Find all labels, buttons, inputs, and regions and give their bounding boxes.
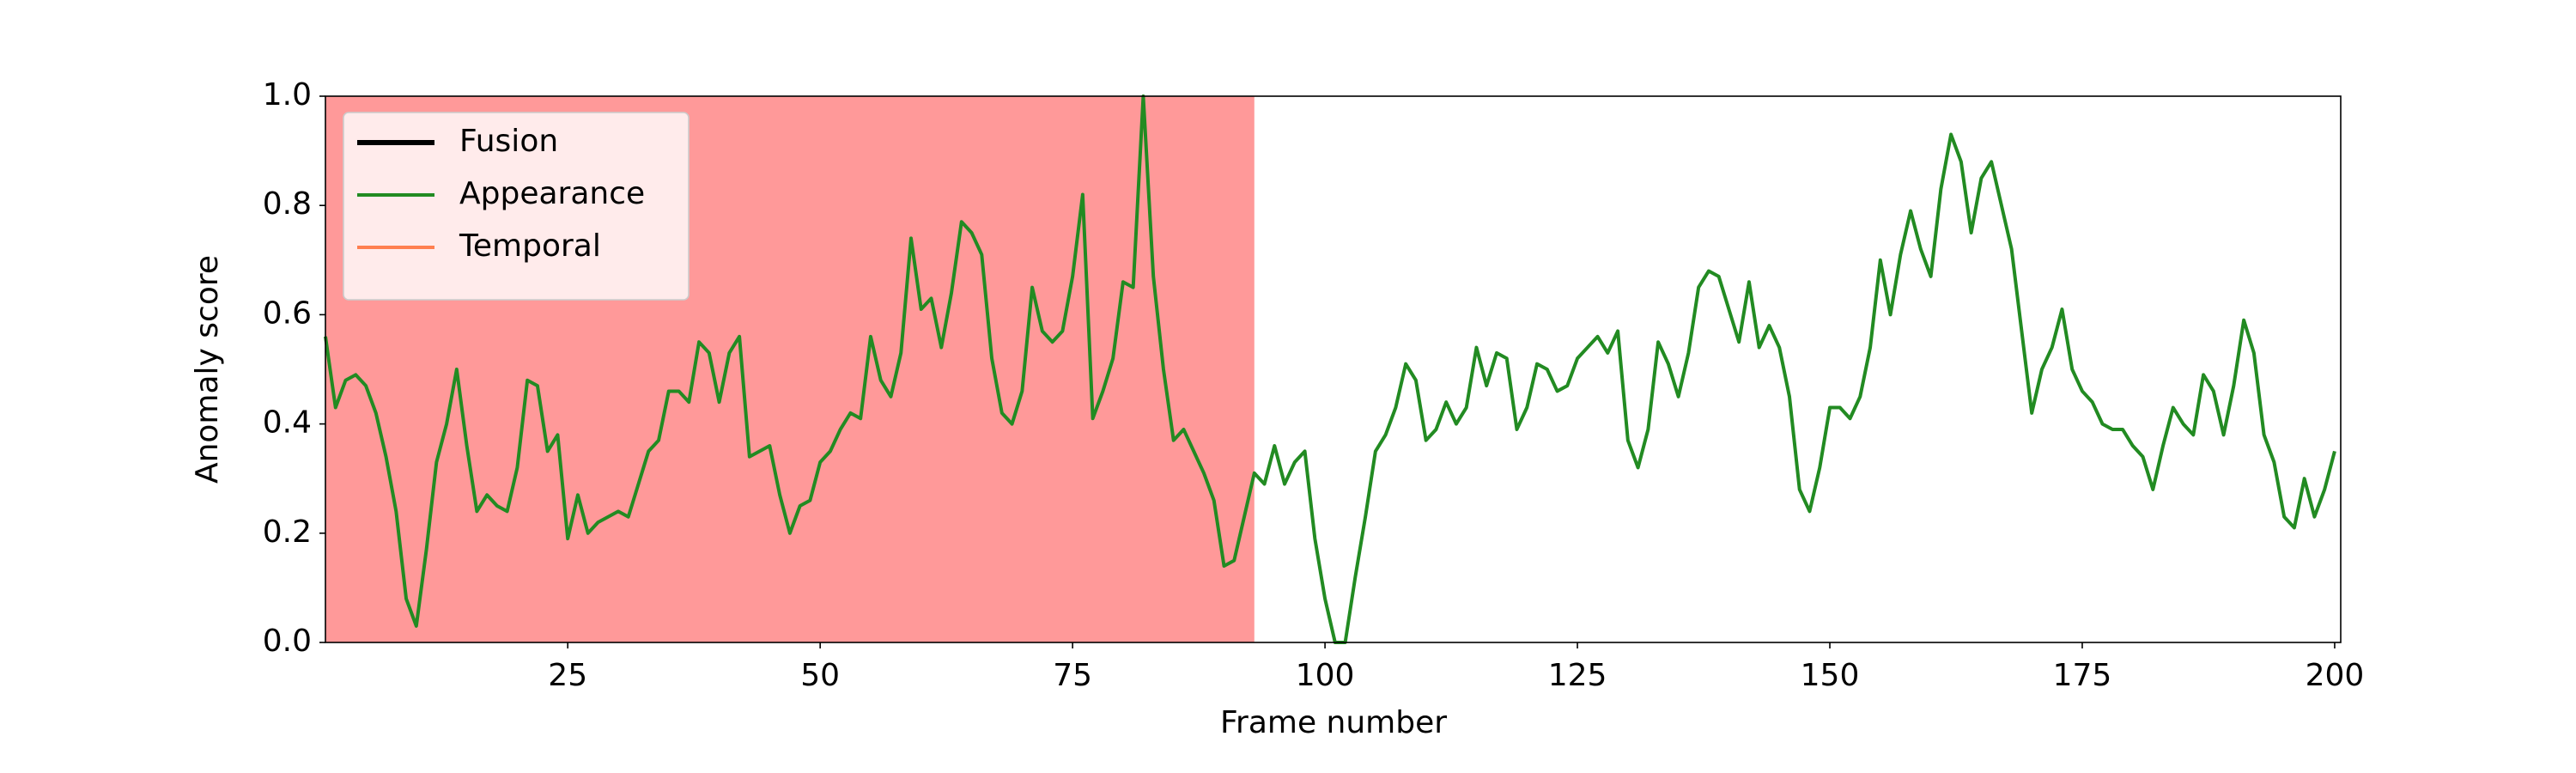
series-line bbox=[324, 94, 2336, 644]
legend-box bbox=[343, 112, 690, 301]
y-tick-label: 0.8 bbox=[263, 186, 312, 222]
y-tick-label: 0.0 bbox=[263, 624, 312, 659]
x-tick-label: 50 bbox=[800, 658, 840, 693]
x-tick-label: 25 bbox=[548, 658, 587, 693]
x-tick-label: 125 bbox=[1548, 658, 1607, 693]
legend-label: Appearance bbox=[459, 176, 645, 211]
y-tick-label: 1.0 bbox=[263, 77, 312, 113]
x-axis-label: Frame number bbox=[1220, 705, 1447, 740]
x-tick-label: 175 bbox=[2053, 658, 2112, 693]
x-tick-label: 150 bbox=[1801, 658, 1860, 693]
legend-label: Fusion bbox=[459, 124, 558, 159]
y-axis-label: Anomaly score bbox=[190, 255, 225, 484]
legend-label: Temporal bbox=[459, 228, 601, 264]
x-tick-label: 100 bbox=[1296, 658, 1355, 693]
plot-frame bbox=[325, 95, 2342, 643]
x-tick-label: 75 bbox=[1053, 658, 1092, 693]
y-tick-label: 0.4 bbox=[263, 405, 312, 441]
x-tick-label: 200 bbox=[2306, 658, 2365, 693]
y-tick-label: 0.6 bbox=[263, 295, 312, 331]
y-tick-label: 0.2 bbox=[263, 514, 312, 550]
